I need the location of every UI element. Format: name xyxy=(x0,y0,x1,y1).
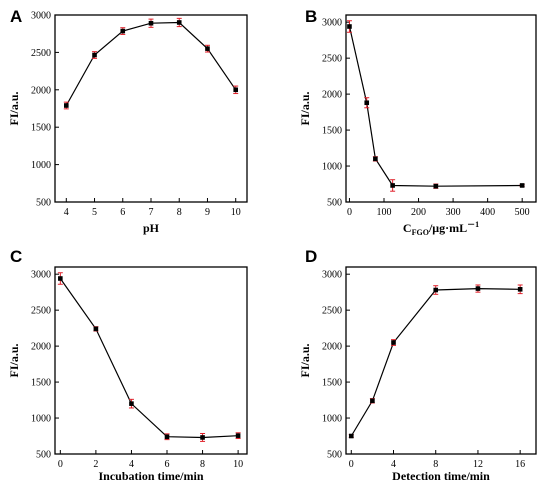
data-point xyxy=(475,286,481,291)
x-tick-label: 4 xyxy=(391,459,396,470)
x-tick-label: 0 xyxy=(349,459,354,470)
panel-C: C 0 2 4 6 8 10 500 1000 1500 2000 2500 3000 Incubatio… xyxy=(7,247,248,483)
data-point xyxy=(373,156,378,162)
series-line xyxy=(350,287,521,437)
panel-letter: C xyxy=(10,247,22,266)
data-point xyxy=(93,326,99,332)
x-tick-label: 7 xyxy=(149,207,154,218)
y-tick-label: 1500 xyxy=(322,126,342,137)
data-point xyxy=(517,286,523,292)
x-tick-label: 10 xyxy=(231,207,241,218)
x-tick-label: 6 xyxy=(120,207,125,218)
y-tick-label: 500 xyxy=(327,450,342,461)
y-tick-label: 500 xyxy=(36,198,51,209)
y-tick-label: 2000 xyxy=(322,342,342,353)
y-tick-label: 2500 xyxy=(322,306,342,317)
series-line xyxy=(59,278,239,439)
y-tick-label: 1000 xyxy=(31,414,51,425)
x-axis-label: CFGO/μg·mL－1 xyxy=(403,220,479,237)
data-point xyxy=(391,340,396,345)
data-point xyxy=(129,401,134,406)
data-point xyxy=(364,100,370,106)
y-axis-label: FI/a.u. xyxy=(298,91,312,125)
y-tick-label: 2500 xyxy=(31,48,51,59)
x-axis-label: Incubation time/min xyxy=(98,469,203,483)
y-tick-label: 500 xyxy=(327,198,342,209)
x-tick-label: 5 xyxy=(92,207,97,218)
data-point xyxy=(233,87,239,93)
x-tick-label: 8 xyxy=(177,207,182,218)
data-point xyxy=(370,398,375,404)
x-tick-label: 300 xyxy=(446,207,461,218)
panel-D: D 0 4 8 12 16 500 1000 1500 2000 2500 3000 Detection… xyxy=(298,247,537,483)
panel-letter: B xyxy=(305,7,317,26)
y-tick-label: 1000 xyxy=(31,160,51,171)
y-tick-label: 1000 xyxy=(322,414,342,425)
y-tick-label: 1500 xyxy=(31,378,51,389)
y-tick-label: 3000 xyxy=(322,270,342,281)
plot-frame xyxy=(345,14,537,203)
data-point xyxy=(176,20,182,25)
data-point xyxy=(120,28,126,34)
y-tick-label: 3000 xyxy=(31,11,51,22)
x-tick-label: 8 xyxy=(433,459,438,470)
data-point xyxy=(205,46,210,51)
series-line xyxy=(348,26,523,187)
data-point xyxy=(348,433,354,439)
y-tick-label: 1500 xyxy=(31,123,51,134)
panel-letter: D xyxy=(305,247,317,266)
x-tick-label: 200 xyxy=(411,207,426,218)
data-point xyxy=(148,20,154,26)
y-tick-label: 2000 xyxy=(31,342,51,353)
x-axis-label: pH xyxy=(143,221,160,235)
x-tick-label: 2 xyxy=(93,459,98,470)
panel-A: A 4 5 6 7 8 9 10 500 1000 1500 2000 2500 3000 pH FI/a.u… xyxy=(7,7,248,235)
x-tick-label: 8 xyxy=(200,459,205,470)
data-point xyxy=(519,183,525,188)
y-tick-label: 2000 xyxy=(322,90,342,101)
x-tick-label: 500 xyxy=(515,207,530,218)
x-tick-label: 0 xyxy=(58,459,63,470)
data-point xyxy=(58,276,63,281)
y-tick-label: 2500 xyxy=(31,306,51,317)
data-point xyxy=(92,52,97,58)
data-point xyxy=(347,24,352,29)
panel-letter: A xyxy=(10,7,22,26)
data-point xyxy=(235,433,241,438)
x-tick-label: 10 xyxy=(233,459,243,470)
y-axis-label: FI/a.u. xyxy=(298,343,312,377)
y-tick-label: 500 xyxy=(36,450,51,461)
data-point xyxy=(200,435,205,440)
y-tick-label: 3000 xyxy=(322,18,342,29)
y-tick-label: 2000 xyxy=(31,85,51,96)
x-tick-label: 4 xyxy=(64,207,69,218)
panel-B: B 0 100 200 300 400 500 500 1000 1500 2000 2500 3000… xyxy=(298,7,537,237)
x-tick-label: 4 xyxy=(129,459,134,470)
y-tick-label: 3000 xyxy=(31,270,51,281)
data-point xyxy=(390,183,395,188)
y-tick-label: 1000 xyxy=(322,162,342,173)
x-axis-label: Detection time/min xyxy=(392,469,490,483)
plot-frame xyxy=(54,266,248,455)
data-point xyxy=(63,103,69,108)
x-tick-label: 6 xyxy=(165,459,170,470)
x-tick-label: 16 xyxy=(515,459,525,470)
y-axis-label: FI/a.u. xyxy=(7,343,21,377)
series-line xyxy=(65,21,237,106)
y-axis-label: FI/a.u. xyxy=(7,91,21,125)
x-tick-label: 12 xyxy=(473,459,483,470)
plot-frame xyxy=(54,14,248,203)
data-point xyxy=(433,183,439,189)
x-tick-label: 0 xyxy=(347,207,352,218)
y-tick-label: 1500 xyxy=(322,378,342,389)
x-tick-label: 9 xyxy=(205,207,210,218)
data-point xyxy=(433,287,439,293)
y-tick-label: 2500 xyxy=(322,54,342,65)
plot-frame xyxy=(345,266,537,455)
x-tick-label: 400 xyxy=(480,207,495,218)
x-tick-label: 100 xyxy=(377,207,392,218)
data-point xyxy=(164,434,170,440)
